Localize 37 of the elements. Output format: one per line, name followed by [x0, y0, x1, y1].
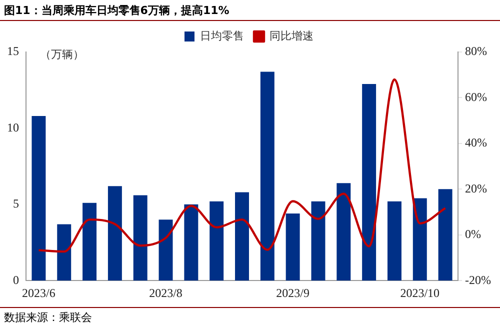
- y2-tick-label: 80%: [465, 44, 488, 58]
- bar: [387, 201, 402, 281]
- x-tick-label: 2023/6: [22, 286, 56, 300]
- line-series: [38, 78, 446, 253]
- y2-tick-label: 60%: [465, 90, 488, 104]
- y2-tick-label: 0%: [465, 227, 482, 242]
- x-tick-label: 2023/8: [149, 286, 182, 300]
- bar: [82, 202, 97, 281]
- legend-label: 同比增速: [270, 30, 314, 43]
- bar: [235, 192, 249, 281]
- chart-title: 图11：当周乘用车日均零售6万辆，提高11%: [0, 0, 500, 21]
- source-note: 数据来源：乘联会: [0, 307, 500, 327]
- bar: [438, 189, 452, 281]
- y-tick-label: 5: [13, 196, 19, 211]
- bar: [210, 201, 224, 281]
- bar: [184, 204, 198, 281]
- bar: [412, 198, 427, 281]
- bar: [133, 195, 148, 281]
- y2-tick-label: -20%: [465, 272, 492, 287]
- legend-label: 日均零售: [200, 30, 244, 43]
- bar: [108, 186, 122, 281]
- y-tick-label: 15: [7, 44, 19, 58]
- y2-tick-label: 20%: [465, 181, 488, 196]
- bar: [362, 84, 376, 281]
- bar: [336, 183, 351, 281]
- bar: [286, 214, 300, 281]
- bar: [260, 72, 274, 281]
- bar: [311, 201, 326, 281]
- x-tick-label: 2023/10: [400, 286, 440, 300]
- y2-tick-label: 40%: [465, 136, 488, 150]
- x-tick-label: 2023/9: [276, 286, 310, 300]
- bar: [32, 116, 46, 281]
- bar: [158, 220, 173, 281]
- y-axis-title: （万辆）: [40, 47, 84, 62]
- y-tick-label: 0: [13, 272, 19, 287]
- bar: [57, 224, 72, 281]
- y-tick-label: 10: [7, 120, 19, 134]
